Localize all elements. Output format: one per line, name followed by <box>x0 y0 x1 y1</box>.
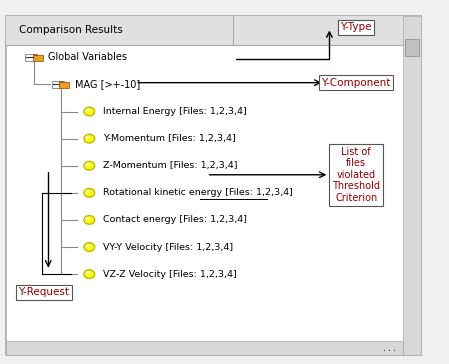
Text: Rotational kinetic energy [Files: 1,2,3,4]: Rotational kinetic energy [Files: 1,2,3,… <box>103 188 293 197</box>
Text: Y-Momentum [Files: 1,2,3,4]: Y-Momentum [Files: 1,2,3,4] <box>103 134 235 143</box>
Text: List of
files
violated
Threshold
Criterion: List of files violated Threshold Criteri… <box>332 147 380 203</box>
FancyBboxPatch shape <box>59 81 64 83</box>
Text: Internal Energy [Files: 1,2,3,4]: Internal Energy [Files: 1,2,3,4] <box>103 107 247 116</box>
FancyBboxPatch shape <box>403 16 421 355</box>
Circle shape <box>84 215 95 224</box>
FancyBboxPatch shape <box>25 54 34 61</box>
FancyBboxPatch shape <box>33 55 43 61</box>
Circle shape <box>86 190 89 193</box>
Text: VY-Y Velocity [Files: 1,2,3,4]: VY-Y Velocity [Files: 1,2,3,4] <box>103 242 233 252</box>
Text: Contact energy [Files: 1,2,3,4]: Contact energy [Files: 1,2,3,4] <box>103 215 247 225</box>
FancyBboxPatch shape <box>59 82 70 88</box>
Text: Y-Component: Y-Component <box>321 78 391 88</box>
FancyBboxPatch shape <box>6 341 403 355</box>
Circle shape <box>84 107 95 116</box>
FancyBboxPatch shape <box>33 54 37 55</box>
Text: Y-Request: Y-Request <box>18 287 69 297</box>
Text: Z-Momentum [Files: 1,2,3,4]: Z-Momentum [Files: 1,2,3,4] <box>103 161 237 170</box>
Text: Comparison Results: Comparison Results <box>19 25 123 35</box>
Circle shape <box>84 243 95 252</box>
Circle shape <box>84 189 95 197</box>
Circle shape <box>84 161 95 170</box>
FancyBboxPatch shape <box>52 81 61 88</box>
FancyBboxPatch shape <box>6 16 421 355</box>
Circle shape <box>86 272 89 274</box>
Circle shape <box>86 244 89 247</box>
FancyBboxPatch shape <box>6 16 421 45</box>
Text: ...: ... <box>382 344 397 353</box>
FancyBboxPatch shape <box>405 39 418 56</box>
Circle shape <box>86 109 89 111</box>
Text: MAG [>+-10]: MAG [>+-10] <box>75 79 140 90</box>
Circle shape <box>84 134 95 143</box>
Text: Global Variables: Global Variables <box>48 52 127 62</box>
Circle shape <box>84 270 95 278</box>
Circle shape <box>86 217 89 220</box>
Circle shape <box>86 136 89 139</box>
Circle shape <box>86 163 89 166</box>
Text: VZ-Z Velocity [Files: 1,2,3,4]: VZ-Z Velocity [Files: 1,2,3,4] <box>103 270 237 278</box>
Text: Y-Type: Y-Type <box>340 23 372 32</box>
